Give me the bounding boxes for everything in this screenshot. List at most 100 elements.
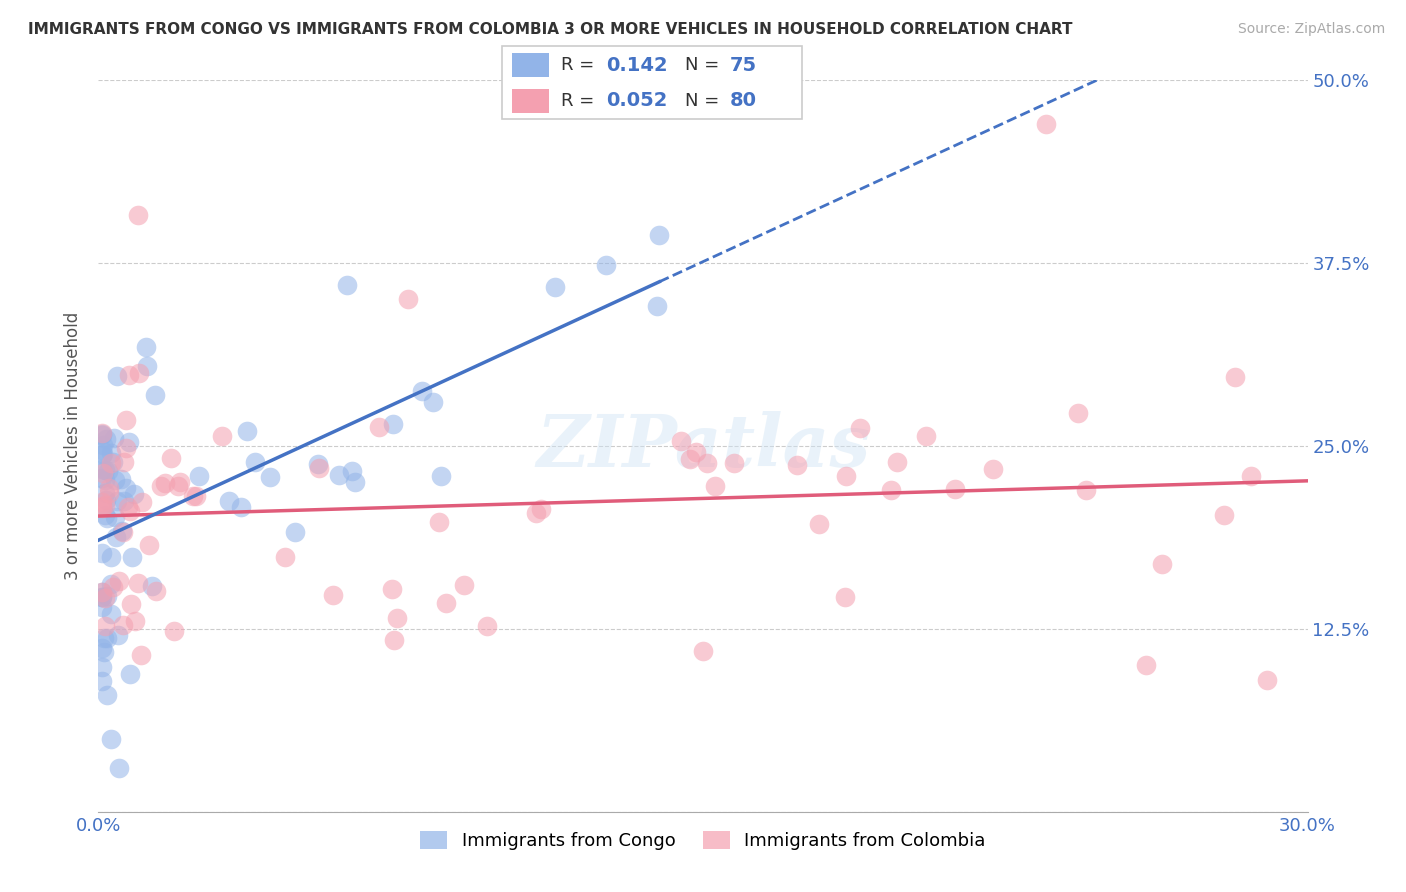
- Point: [143, 388, 166, 402]
- Point: [97, 464, 120, 478]
- Point: [115, 482, 138, 496]
- Point: [91, 495, 114, 509]
- Point: [94, 508, 117, 523]
- Point: [107, 574, 129, 588]
- Point: [118, 504, 141, 518]
- Point: [155, 476, 177, 491]
- Point: [91, 599, 114, 614]
- Point: [91, 591, 114, 605]
- Point: [107, 761, 129, 775]
- Point: [411, 384, 433, 398]
- Point: [91, 500, 114, 515]
- Point: [835, 469, 858, 483]
- Point: [129, 648, 152, 662]
- Text: R =: R =: [561, 92, 600, 110]
- Point: [160, 451, 183, 466]
- Point: [105, 369, 128, 384]
- Text: N =: N =: [685, 56, 724, 74]
- Point: [104, 510, 127, 524]
- Point: [127, 575, 149, 590]
- Point: [94, 492, 117, 507]
- Point: [1223, 369, 1246, 384]
- Point: [91, 437, 114, 451]
- Point: [648, 227, 671, 242]
- Text: 75: 75: [730, 55, 756, 75]
- Point: [118, 434, 141, 449]
- Point: [915, 429, 938, 443]
- Point: [259, 469, 281, 483]
- Text: Source: ZipAtlas.com: Source: ZipAtlas.com: [1237, 22, 1385, 37]
- Point: [696, 456, 718, 470]
- Point: [94, 619, 117, 633]
- Point: [91, 590, 114, 604]
- Point: [181, 489, 204, 503]
- Point: [127, 208, 149, 222]
- Point: [211, 428, 233, 442]
- Point: [107, 628, 129, 642]
- Point: [163, 624, 186, 638]
- Point: [685, 444, 707, 458]
- Point: [100, 446, 122, 460]
- Point: [786, 458, 808, 472]
- Point: [91, 467, 114, 481]
- Point: [100, 577, 122, 591]
- Point: [422, 395, 444, 409]
- Point: [138, 538, 160, 552]
- Point: [886, 455, 908, 469]
- Point: [429, 469, 451, 483]
- Point: [1035, 117, 1057, 131]
- Point: [93, 645, 115, 659]
- Point: [91, 660, 114, 674]
- Point: [145, 583, 167, 598]
- Point: [385, 611, 408, 625]
- Point: [382, 417, 405, 431]
- Point: [115, 413, 138, 427]
- Point: [96, 632, 118, 646]
- Point: [91, 461, 114, 475]
- Point: [723, 456, 745, 470]
- Point: [91, 640, 114, 655]
- Point: [98, 486, 121, 500]
- Text: 0.142: 0.142: [606, 55, 668, 75]
- Point: [96, 688, 118, 702]
- Point: [104, 473, 127, 487]
- Point: [1067, 406, 1090, 420]
- Point: [595, 258, 617, 272]
- Point: [104, 530, 127, 544]
- Point: [91, 585, 114, 599]
- Point: [703, 479, 725, 493]
- Point: [1256, 673, 1278, 687]
- Point: [367, 420, 389, 434]
- Point: [112, 617, 135, 632]
- Point: [524, 506, 547, 520]
- Point: [453, 578, 475, 592]
- Point: [188, 468, 211, 483]
- Point: [1213, 508, 1236, 522]
- Point: [322, 588, 344, 602]
- Point: [91, 585, 114, 599]
- Point: [103, 430, 125, 444]
- FancyBboxPatch shape: [502, 46, 803, 119]
- Point: [342, 464, 364, 478]
- Point: [97, 481, 120, 495]
- Point: [1135, 658, 1157, 673]
- Point: [284, 524, 307, 539]
- Point: [380, 582, 402, 596]
- Point: [93, 447, 115, 461]
- Point: [96, 511, 118, 525]
- Point: [91, 471, 114, 485]
- Point: [807, 516, 830, 531]
- Text: IMMIGRANTS FROM CONGO VS IMMIGRANTS FROM COLOMBIA 3 OR MORE VEHICLES IN HOUSEHOL: IMMIGRANTS FROM CONGO VS IMMIGRANTS FROM…: [28, 22, 1073, 37]
- Point: [166, 479, 188, 493]
- Point: [121, 550, 143, 565]
- Point: [101, 580, 124, 594]
- Point: [100, 731, 122, 746]
- Legend: Immigrants from Congo, Immigrants from Colombia: Immigrants from Congo, Immigrants from C…: [413, 823, 993, 857]
- Point: [94, 591, 117, 605]
- Point: [983, 462, 1005, 476]
- Point: [105, 494, 128, 508]
- Point: [103, 455, 125, 469]
- Point: [343, 475, 366, 489]
- Point: [100, 456, 122, 470]
- Point: [94, 499, 117, 513]
